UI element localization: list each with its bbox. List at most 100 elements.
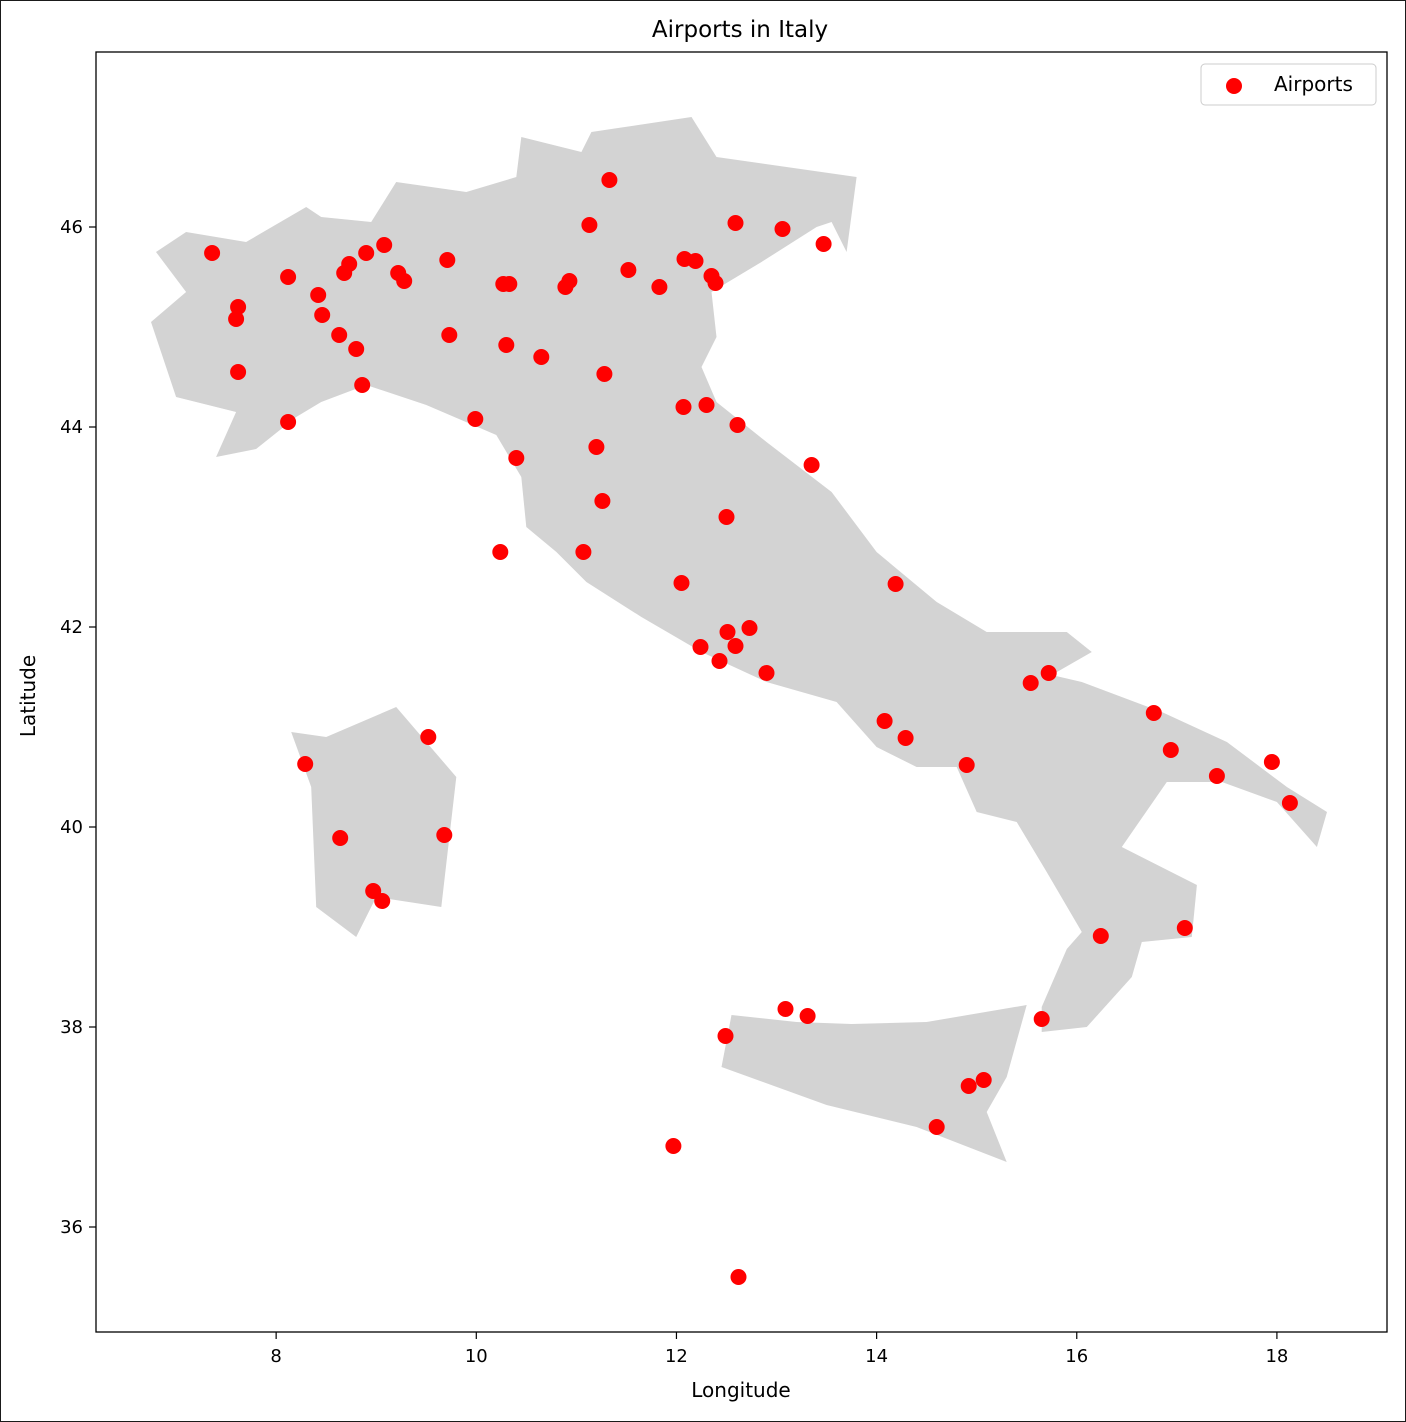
airport-point (960, 1078, 977, 1094)
x-tick-label: 12 (665, 1346, 688, 1367)
legend-marker (1226, 78, 1242, 94)
airport-point (439, 252, 456, 268)
y-tick-label: 36 (60, 1217, 83, 1238)
airport-point (581, 217, 598, 233)
plot-area (95, 51, 1388, 1333)
airport-point (928, 1119, 945, 1135)
airport-point (718, 509, 735, 525)
airport-point (727, 638, 744, 654)
y-tick-label: 40 (60, 817, 83, 838)
y-tick-label: 38 (60, 1017, 83, 1038)
y-axis-label: Latitude (16, 655, 40, 737)
x-tick-label: 16 (1065, 1346, 1088, 1367)
airport-point (588, 439, 605, 455)
airport-point (1145, 705, 1162, 721)
airport-point (508, 450, 525, 466)
airport-point (297, 756, 314, 772)
airport-point (887, 576, 904, 592)
airport-point (729, 417, 746, 433)
airport-point (758, 665, 775, 681)
airport-point (1162, 742, 1179, 758)
airport-point (467, 411, 484, 427)
airport-point (1281, 795, 1298, 811)
airport-point (596, 366, 613, 382)
airport-point (675, 399, 692, 415)
airport-point (711, 653, 728, 669)
airport-point (1033, 1011, 1050, 1027)
airport-points (204, 172, 1298, 1285)
legend: Airports (1200, 63, 1377, 106)
airport-point (358, 245, 375, 261)
airport-point (1208, 768, 1225, 784)
x-axis-label: Longitude (691, 1378, 790, 1402)
airport-point (230, 299, 247, 315)
airport-point (777, 1001, 794, 1017)
airport-point (374, 893, 391, 909)
airport-point (280, 414, 297, 430)
airport-point (727, 215, 744, 231)
airport-point (230, 364, 247, 380)
airport-point (1176, 920, 1193, 936)
y-tick-label: 46 (60, 217, 83, 238)
airport-point (741, 620, 758, 636)
airport-point (501, 276, 518, 292)
airport-point (651, 279, 668, 295)
y-tick-label: 44 (60, 417, 83, 438)
airport-point (420, 729, 437, 745)
land-sardinia (291, 707, 457, 937)
legend-label: Airports (1274, 72, 1353, 96)
airport-point (280, 269, 297, 285)
airport-point (436, 827, 453, 843)
airport-point (376, 237, 393, 253)
airport-point (1040, 665, 1057, 681)
airport-point (975, 1072, 992, 1088)
airport-point (331, 327, 348, 343)
airport-point (396, 273, 413, 289)
x-tick-label: 14 (865, 1346, 888, 1367)
airport-point (719, 624, 736, 640)
land-mainland (151, 117, 1327, 1032)
airport-point (803, 457, 820, 473)
airport-point (1022, 675, 1039, 691)
axes-frame (95, 51, 1388, 1333)
airport-point (876, 713, 893, 729)
airport-point (673, 575, 690, 591)
airport-point (692, 639, 709, 655)
airport-point (204, 245, 221, 261)
airport-point (897, 730, 914, 746)
airport-point (620, 262, 637, 278)
airport-point (665, 1138, 682, 1154)
airport-point (441, 327, 458, 343)
airport-point (707, 275, 724, 291)
airport-point (1263, 754, 1280, 770)
airport-point (228, 311, 245, 327)
x-tick-label: 10 (465, 1346, 488, 1367)
airport-point (730, 1269, 747, 1285)
airport-point (561, 273, 578, 289)
x-axis-ticks: 8 10 12 14 16 18 (270, 1332, 1288, 1367)
airport-point (958, 757, 975, 773)
airport-point (310, 287, 327, 303)
airport-point (314, 307, 331, 323)
airport-point (341, 256, 358, 272)
y-axis-ticks: 36 38 40 42 44 46 (60, 217, 96, 1238)
airport-point (492, 544, 509, 560)
airport-point (698, 397, 715, 413)
airport-point (348, 341, 365, 357)
airport-point (575, 544, 592, 560)
airport-point (354, 377, 371, 393)
land-layer (151, 117, 1327, 1162)
airport-point (717, 1028, 734, 1044)
chart-title: Airports in Italy (652, 17, 828, 43)
airport-point (687, 253, 704, 269)
airport-point (601, 172, 618, 188)
airport-point (498, 337, 515, 353)
airport-point (815, 236, 832, 252)
y-tick-label: 42 (60, 617, 83, 638)
land-sicily (721, 1005, 1027, 1162)
x-tick-label: 8 (270, 1346, 281, 1367)
legend-box (1200, 63, 1377, 106)
x-tick-label: 18 (1265, 1346, 1288, 1367)
airport-point (332, 830, 349, 846)
